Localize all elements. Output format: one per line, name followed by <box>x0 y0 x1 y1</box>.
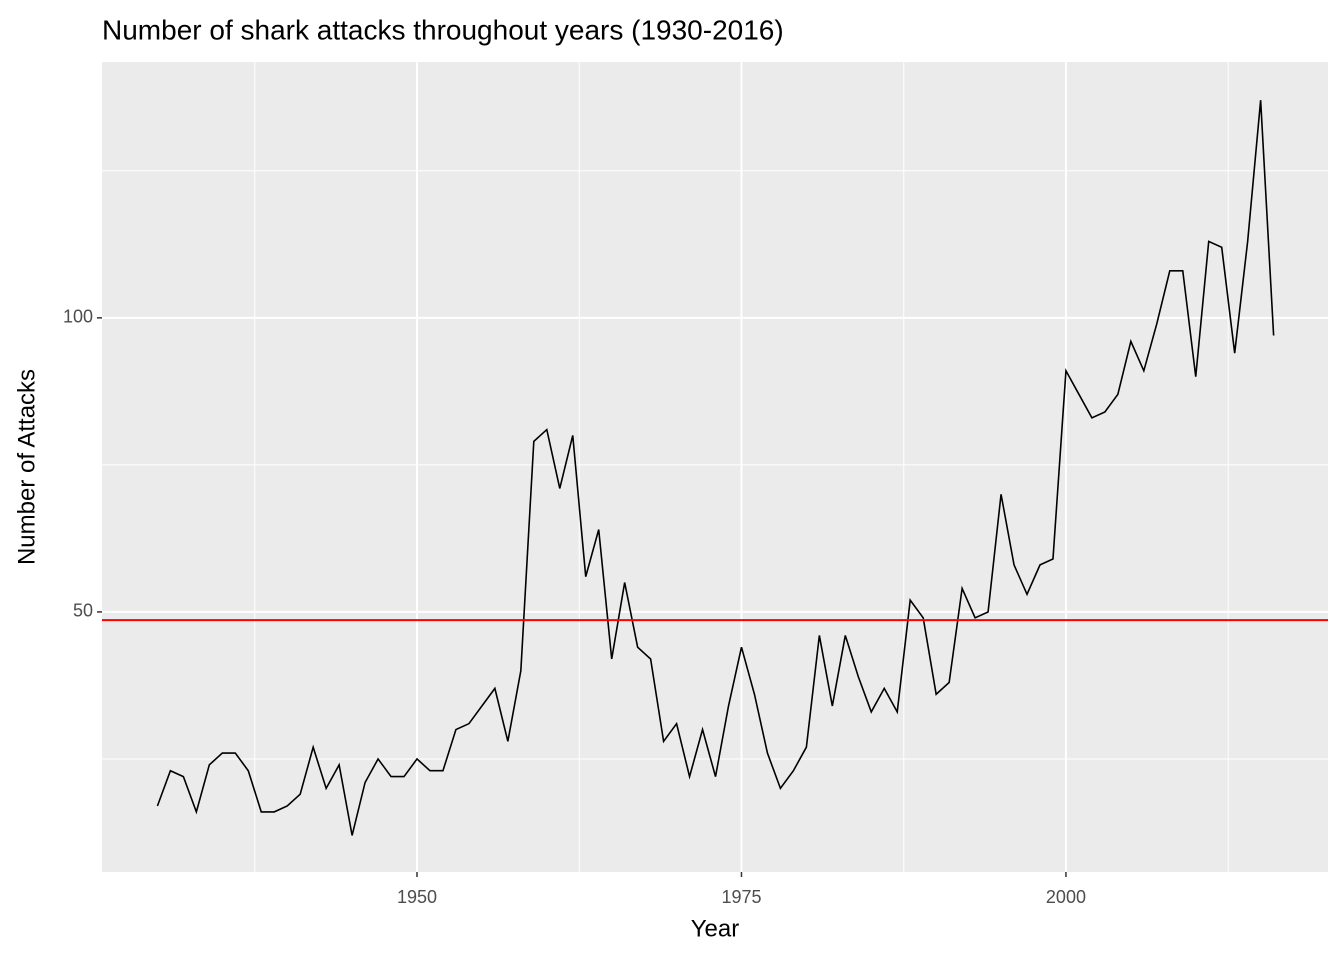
x-tick-label: 1950 <box>397 887 437 907</box>
y-axis-title: Number of Attacks <box>13 369 40 565</box>
x-tick-label: 2000 <box>1046 887 1086 907</box>
chart-title: Number of shark attacks throughout years… <box>102 14 784 45</box>
data-line <box>156 100 1275 836</box>
y-tick-label: 50 <box>73 601 93 621</box>
x-tick-label: 1975 <box>721 887 761 907</box>
x-axis-title: Year <box>691 915 740 942</box>
y-tick-label: 100 <box>63 307 93 327</box>
plot-panel <box>102 62 1328 872</box>
